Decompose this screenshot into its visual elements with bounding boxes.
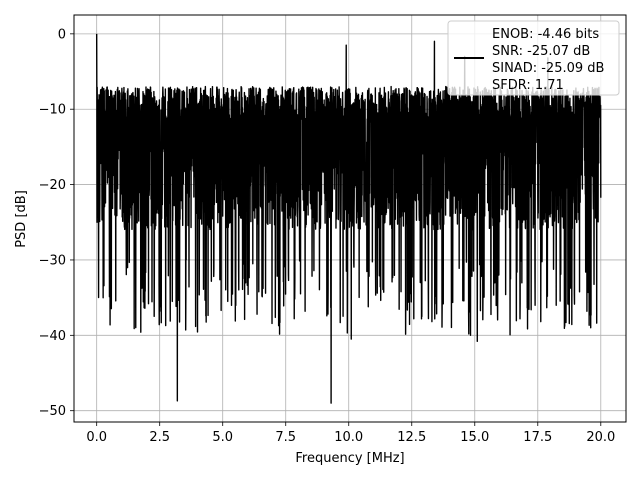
y-tick-label: −30 [39, 253, 66, 268]
y-tick-label: −40 [39, 329, 66, 344]
legend-box [447, 20, 620, 96]
x-axis-ticks: 0.0 2.5 5.0 7.5 10.0 12.5 15.0 17.5 20.0 [86, 422, 615, 445]
psd-line [95, 33, 602, 404]
legend-line-snr: SNR: -25.07 dB [492, 44, 590, 59]
legend-line-enob: ENOB: -4.46 bits [492, 27, 599, 42]
x-axis-label: Frequency [MHz] [295, 451, 404, 466]
x-tick-label: 7.5 [275, 430, 296, 445]
y-tick-label: −10 [39, 103, 66, 118]
x-tick-label: 20.0 [586, 430, 615, 445]
legend: ENOB: -4.46 bits SNR: -25.07 dB SINAD: -… [447, 20, 620, 96]
y-tick-label: 0 [58, 27, 66, 42]
x-tick-label: 2.5 [149, 430, 170, 445]
x-tick-label: 0.0 [86, 430, 107, 445]
x-tick-label: 12.5 [397, 430, 426, 445]
x-tick-label: 10.0 [334, 430, 363, 445]
y-tick-label: −50 [39, 404, 66, 419]
legend-line-sinad: SINAD: -25.09 dB [492, 61, 604, 76]
y-axis-label: PSD [dB] [14, 190, 29, 248]
x-tick-label: 5.0 [212, 430, 233, 445]
y-axis-ticks: 0 −10 −20 −30 −40 −50 [39, 27, 74, 419]
x-tick-label: 15.0 [460, 430, 489, 445]
plot-frame [73, 14, 627, 423]
series-psd [95, 33, 602, 404]
y-tick-label: −20 [39, 178, 66, 193]
x-tick-label: 17.5 [523, 430, 552, 445]
legend-line-sfdr: SFDR: 1.71 [492, 78, 564, 93]
